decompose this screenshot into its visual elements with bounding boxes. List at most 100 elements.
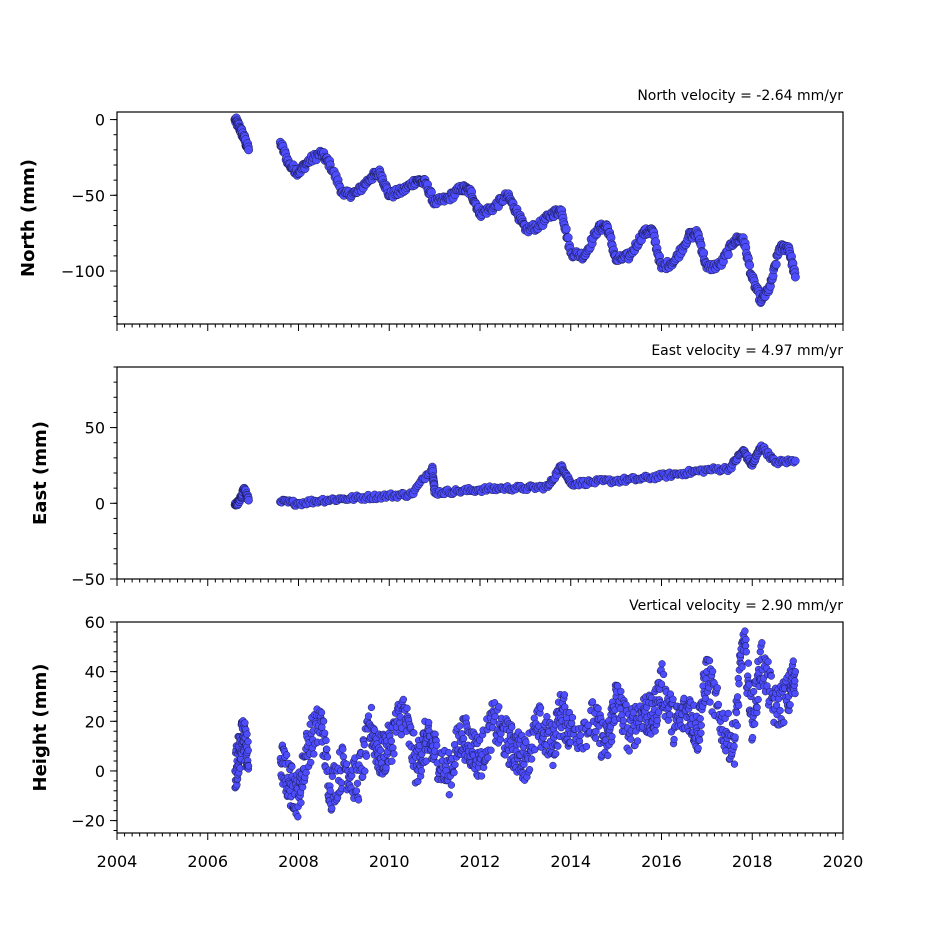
height-point: [297, 799, 305, 807]
height-point: [288, 762, 296, 771]
height-point: [243, 730, 251, 738]
height-point: [445, 748, 453, 757]
height-point: [328, 804, 336, 813]
height-point: [617, 687, 625, 696]
height-y-tick-label: 0: [95, 762, 105, 781]
east-axes-frame: [116, 366, 844, 580]
height-point: [321, 729, 329, 737]
east-y-tick-label: −50: [71, 570, 105, 589]
height-point: [495, 703, 503, 711]
height-point: [425, 718, 433, 727]
north-y-axis-label: North (mm): [18, 159, 39, 277]
height-x-tick-label: 2012: [460, 852, 501, 871]
height-point: [744, 659, 753, 667]
height-point: [730, 760, 739, 768]
height-point: [735, 680, 743, 688]
height-point: [776, 706, 784, 715]
height-point: [362, 752, 371, 760]
height-series: [231, 627, 800, 821]
height-point: [390, 750, 398, 758]
height-x-tick-label: 2014: [550, 852, 591, 871]
height-point: [323, 753, 332, 761]
height-point: [352, 787, 361, 795]
height-point: [244, 762, 253, 770]
height-point: [789, 657, 797, 665]
height-point: [241, 719, 249, 727]
height-point: [594, 704, 602, 713]
height-point: [659, 670, 668, 679]
height-point: [487, 746, 495, 754]
north-point: [790, 272, 800, 282]
north-y-tick-label: 0: [95, 111, 105, 130]
north-point: [771, 259, 781, 269]
height-point: [625, 747, 633, 755]
north-y-tick-label: −50: [71, 186, 105, 205]
east-y-tick-label: 50: [85, 419, 105, 438]
height-point: [697, 721, 705, 729]
height-point: [491, 712, 499, 721]
height-point: [376, 746, 385, 754]
height-point: [326, 787, 334, 795]
height-point: [751, 720, 759, 728]
north-point: [745, 260, 755, 270]
height-point: [738, 663, 746, 671]
height-y-tick-label: 20: [85, 712, 105, 731]
height-point: [302, 768, 310, 777]
east-velocity-title: East velocity = 4.97 mm/yr: [651, 343, 843, 359]
height-panel: 60 40 20 0 −20 2004 2006 2008 2010 2012 2014 2016 20…: [30, 598, 863, 871]
height-point: [433, 741, 441, 750]
height-point: [733, 721, 741, 730]
height-point: [536, 704, 545, 712]
height-point: [310, 750, 318, 758]
east-y-tick-label: 0: [95, 494, 105, 513]
height-point: [322, 736, 330, 745]
height-point: [724, 709, 732, 718]
height-point: [627, 735, 635, 743]
height-point: [549, 761, 557, 770]
east-point: [791, 456, 800, 466]
height-x-tick-label: 2016: [641, 852, 682, 871]
height-x-tick-label: 2020: [823, 852, 864, 871]
height-point: [456, 722, 464, 730]
height-point: [732, 708, 741, 717]
east-series: [230, 441, 800, 510]
height-point: [388, 757, 396, 765]
height-point: [714, 700, 723, 709]
height-point: [582, 742, 591, 751]
height-point: [733, 693, 742, 701]
height-point: [403, 704, 411, 712]
height-point: [389, 744, 397, 752]
height-point: [657, 680, 666, 688]
height-point: [754, 695, 762, 704]
height-point: [566, 738, 575, 746]
height-point: [459, 734, 468, 743]
height-x-tick-label: 2018: [732, 852, 773, 871]
height-point: [614, 682, 622, 690]
north-y-tick-label: −100: [61, 262, 105, 281]
height-point: [339, 753, 348, 761]
height-point: [633, 737, 642, 745]
height-point: [399, 695, 408, 704]
height-point: [706, 698, 714, 706]
height-point: [653, 716, 661, 725]
height-point: [451, 761, 459, 769]
height-point: [742, 635, 750, 644]
height-point: [619, 716, 628, 725]
height-point: [791, 689, 799, 698]
height-point: [484, 753, 492, 762]
height-point: [749, 687, 758, 696]
north-point: [561, 224, 571, 234]
height-point: [731, 733, 739, 741]
height-point: [658, 660, 666, 668]
height-point: [354, 796, 363, 804]
height-point: [323, 745, 331, 753]
height-point: [417, 767, 426, 775]
height-point: [696, 714, 704, 723]
north-velocity-title: North velocity = -2.64 mm/yr: [637, 88, 843, 104]
height-point: [319, 717, 328, 725]
height-point: [410, 729, 418, 737]
height-point: [604, 751, 612, 760]
height-point: [576, 731, 584, 739]
height-point: [608, 732, 616, 741]
height-point: [543, 712, 551, 721]
